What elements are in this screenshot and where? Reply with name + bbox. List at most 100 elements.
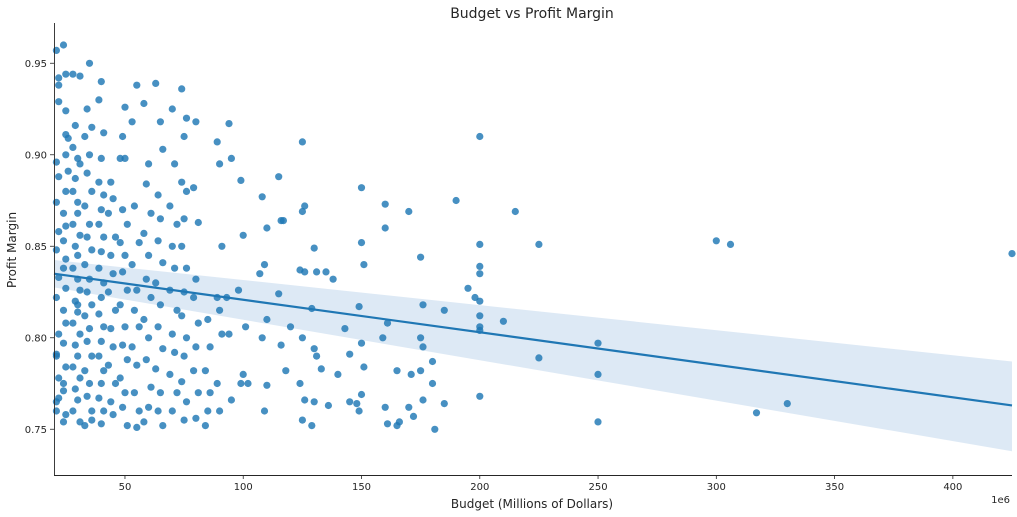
data-point <box>152 79 160 87</box>
data-point <box>168 242 176 250</box>
data-point <box>95 264 103 272</box>
data-point <box>296 379 304 388</box>
y-tick-label: 0.95 <box>25 59 47 70</box>
data-point <box>74 308 82 316</box>
data-point <box>282 367 290 375</box>
data-point <box>156 215 164 223</box>
data-point <box>59 418 68 426</box>
data-point <box>130 202 138 210</box>
data-point <box>81 261 89 269</box>
data-point <box>428 379 437 388</box>
data-point <box>381 224 389 232</box>
x-tick-label: 350 <box>825 482 844 493</box>
data-point <box>383 319 392 327</box>
data-point <box>121 251 129 259</box>
data-point <box>275 290 283 298</box>
data-point <box>218 242 226 250</box>
data-point <box>317 365 325 373</box>
confidence-band-layer <box>54 259 1012 452</box>
y-tick-label: 0.90 <box>25 150 47 161</box>
data-point <box>140 315 148 324</box>
data-point <box>239 231 247 239</box>
data-point <box>140 418 148 426</box>
data-point <box>192 343 200 351</box>
data-point <box>419 396 427 404</box>
data-point <box>52 46 61 55</box>
data-point <box>357 390 366 399</box>
data-point <box>192 275 200 283</box>
data-point <box>88 416 96 424</box>
data-point <box>301 396 309 404</box>
data-point <box>476 132 484 141</box>
data-point <box>353 400 361 408</box>
data-point <box>83 169 91 177</box>
regression-line-layer <box>53 272 1013 407</box>
data-point <box>123 422 131 430</box>
data-point <box>100 191 108 199</box>
data-point <box>71 242 79 250</box>
data-point <box>244 379 252 388</box>
data-point <box>783 400 791 408</box>
data-point <box>62 151 70 159</box>
data-point <box>260 261 269 269</box>
data-point <box>76 160 84 168</box>
data-point <box>310 244 318 252</box>
data-point <box>298 207 306 216</box>
data-point <box>71 121 79 130</box>
data-point <box>405 207 413 216</box>
data-point <box>237 176 245 184</box>
data-point <box>381 200 389 208</box>
data-point <box>100 407 108 415</box>
data-point <box>109 343 117 351</box>
data-point <box>171 348 179 356</box>
data-point <box>393 422 401 430</box>
data-point <box>419 301 427 309</box>
data-point <box>71 385 79 393</box>
data-point <box>76 231 84 239</box>
x-tick-label: 50 <box>119 482 132 493</box>
data-point <box>258 334 266 342</box>
data-point <box>277 341 285 349</box>
data-point <box>227 396 235 404</box>
data-point <box>59 379 68 388</box>
x-tick-label: 250 <box>589 482 608 493</box>
data-point <box>95 96 103 104</box>
data-point <box>334 370 342 378</box>
data-point <box>121 103 129 111</box>
x-ticks: 50 100 150 200 250 300 350 400 <box>119 475 962 493</box>
data-point <box>76 72 84 80</box>
data-point <box>81 367 89 375</box>
data-point <box>154 237 162 245</box>
y-tick-label: 0.85 <box>25 242 47 253</box>
data-point <box>393 367 401 375</box>
data-point <box>62 284 70 292</box>
data-point <box>726 240 735 248</box>
data-point <box>107 178 115 186</box>
data-point <box>107 325 115 333</box>
data-point <box>64 134 72 142</box>
data-point <box>64 167 72 175</box>
data-point <box>71 174 79 183</box>
data-point <box>97 337 105 345</box>
data-point <box>119 132 127 141</box>
data-point <box>59 306 68 314</box>
data-point <box>133 81 141 89</box>
confidence-band <box>54 259 1012 452</box>
data-point <box>81 312 89 320</box>
data-point <box>69 220 77 228</box>
data-point <box>156 118 164 126</box>
data-point <box>100 129 108 137</box>
data-point <box>182 264 191 272</box>
data-point <box>107 398 115 406</box>
data-point <box>69 264 77 272</box>
data-point <box>156 389 164 397</box>
data-point <box>62 319 70 327</box>
data-point <box>594 418 602 426</box>
data-point <box>95 394 103 402</box>
data-point <box>168 105 176 113</box>
data-point <box>180 416 188 424</box>
chart-title: Budget vs Profit Margin <box>450 6 614 22</box>
data-point <box>100 323 108 331</box>
data-point <box>381 403 389 411</box>
data-point <box>752 409 761 417</box>
